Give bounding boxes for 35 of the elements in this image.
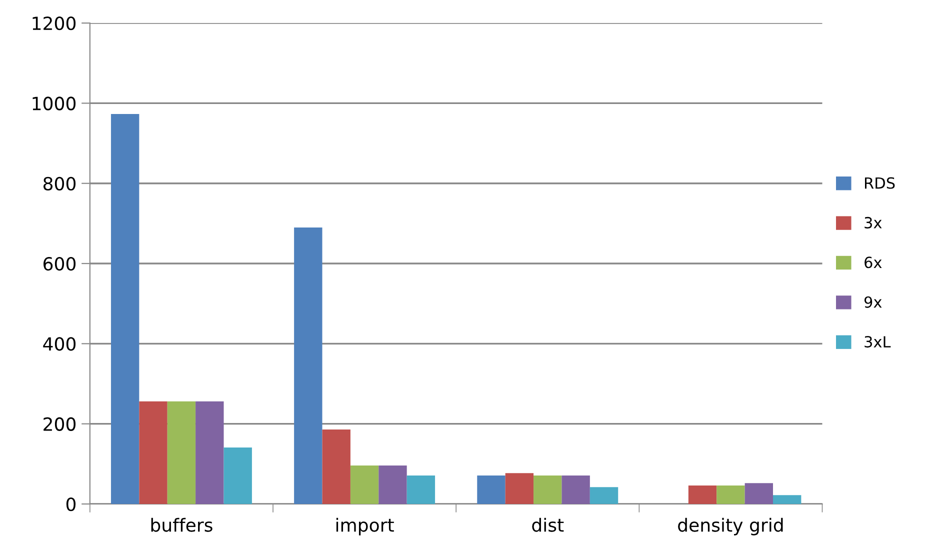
bar <box>716 486 745 504</box>
legend-label: 3xL <box>864 336 891 348</box>
y-tick-label: 1200 <box>32 16 76 30</box>
bar <box>139 401 168 504</box>
bar <box>590 487 618 504</box>
legend-label: RDS <box>865 177 895 189</box>
bar <box>196 401 224 504</box>
legend-label: 6x <box>864 256 882 268</box>
y-tick-label: 1000 <box>32 96 76 110</box>
x-tick-label: dist <box>532 518 564 532</box>
x-tick-label: buffers <box>151 518 212 532</box>
bar <box>477 476 506 504</box>
bar <box>562 476 590 504</box>
y-tick-label: 600 <box>44 256 76 271</box>
y-tick-label: 400 <box>43 337 76 351</box>
bar <box>406 476 436 504</box>
bar <box>744 483 773 504</box>
bar <box>773 495 802 504</box>
bar <box>688 486 717 504</box>
legend-label: 3x <box>864 216 882 228</box>
bar <box>350 466 379 504</box>
bar <box>167 401 196 504</box>
y-tick-label: 0 <box>66 497 76 512</box>
y-tick-label: 800 <box>43 176 76 190</box>
x-tick-label: density grid <box>678 518 783 536</box>
legend-label: 9x <box>864 296 882 308</box>
bar <box>224 447 252 504</box>
bar <box>294 227 322 504</box>
y-tick-label: 200 <box>44 417 76 431</box>
bar <box>110 114 140 504</box>
bar <box>505 473 534 504</box>
bar <box>378 466 407 504</box>
bar <box>534 476 562 504</box>
x-tick-label: import <box>336 518 394 536</box>
bar <box>322 429 350 504</box>
